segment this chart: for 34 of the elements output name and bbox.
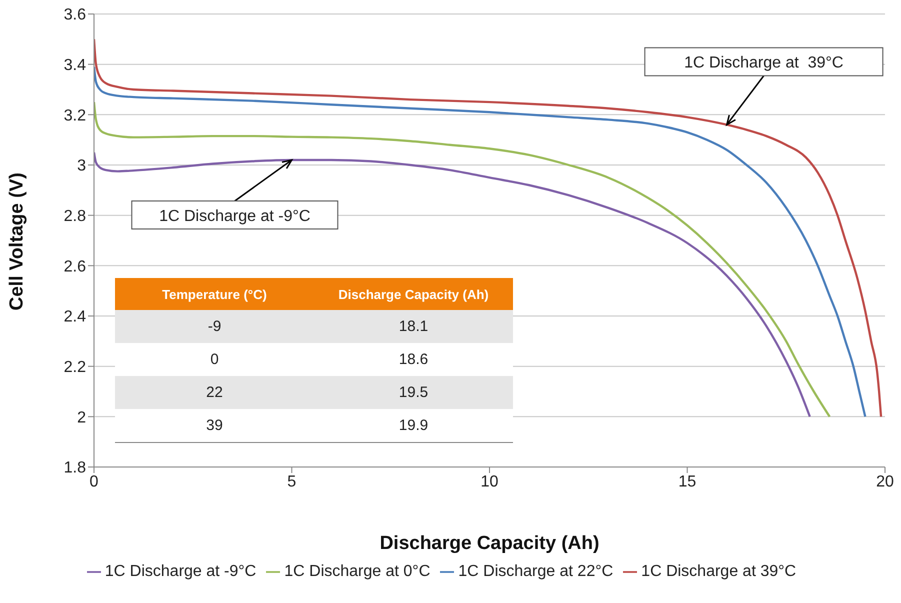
- y-tick-label: 2.2: [64, 359, 86, 376]
- y-tick-label: 3.4: [64, 57, 86, 74]
- annotation: 19.9: [398, 416, 430, 436]
- annotation: 39: [205, 416, 224, 436]
- y-tick-label: 3.2: [64, 107, 86, 124]
- y-tick-label: 2.8: [64, 208, 86, 226]
- x-tick-label: 10: [480, 473, 498, 490]
- annotation: 1C Discharge at 39°C: [684, 54, 844, 72]
- x-tick-label: 0: [90, 473, 99, 490]
- annotation: 22: [205, 383, 224, 403]
- x-tick-label: 5: [287, 473, 296, 490]
- y-tick-label: 2.4: [64, 308, 86, 326]
- y-tick-label: 1.8: [64, 460, 86, 477]
- annotation: 0: [209, 350, 220, 370]
- y-tick-label: 2.6: [64, 258, 86, 276]
- annotation: 18.1: [398, 317, 430, 337]
- annotation: Temperature (°C): [161, 286, 268, 304]
- y-axis-title: Cell Voltage (V): [6, 172, 28, 310]
- line-series: [94, 151, 811, 418]
- annotation: 18.6: [398, 350, 430, 370]
- y-tick-label: 3.6: [64, 6, 86, 24]
- y-tick-label: 3: [77, 158, 86, 175]
- legend-label: 1C Discharge at 39°C: [641, 563, 796, 580]
- legend-label: 1C Discharge at 22°C: [458, 563, 614, 580]
- x-tick-label: 20: [876, 473, 894, 490]
- x-tick-label: 15: [678, 473, 696, 490]
- annotation: 19.5: [398, 383, 430, 403]
- legend-label: 1C Discharge at 0°C: [284, 563, 430, 580]
- y-tick-label: 2: [77, 409, 86, 426]
- text: Discharge Capacity (Ah): [380, 533, 600, 554]
- x-axis-title: Discharge Capacity (Ah): [337, 286, 490, 304]
- annotation: -9: [206, 317, 222, 337]
- legend-label: 1C Discharge at -9°C: [104, 563, 256, 580]
- annotation: 1C Discharge at -9°C: [159, 208, 310, 225]
